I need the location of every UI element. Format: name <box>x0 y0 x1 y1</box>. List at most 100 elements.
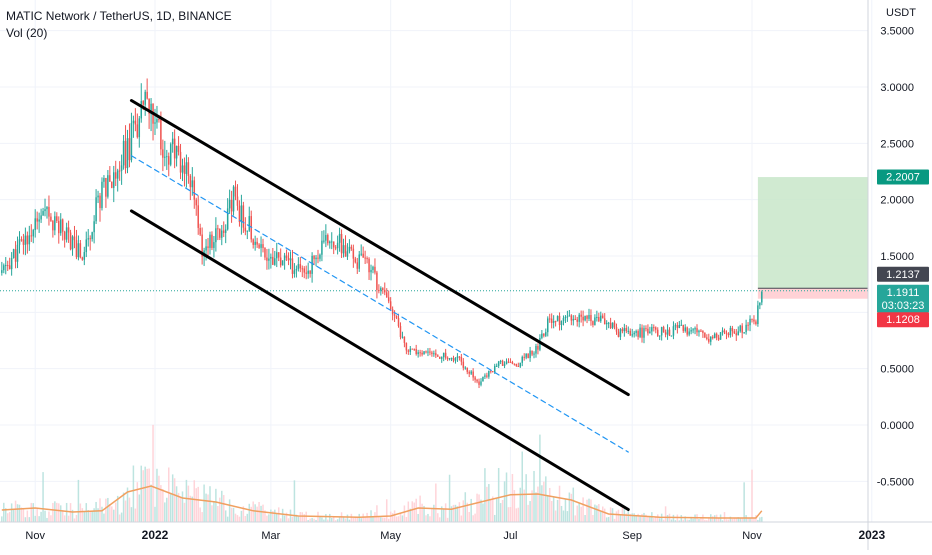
candle-body <box>625 327 628 332</box>
volume-bar <box>548 487 551 522</box>
candle-body <box>362 253 364 258</box>
candle-body <box>358 254 360 269</box>
candle-body <box>93 221 95 233</box>
candle-body <box>468 371 470 374</box>
volume-bar <box>655 516 657 522</box>
volume-bar <box>332 516 335 522</box>
volume-bar <box>505 472 508 522</box>
candle-body <box>5 265 7 267</box>
channel-line-mid[interactable] <box>130 155 629 453</box>
volume-bar <box>539 434 541 522</box>
volume-bar <box>26 510 29 522</box>
trade-position[interactable] <box>0 177 868 299</box>
volume-bar <box>462 500 465 522</box>
volume-bar <box>113 509 115 522</box>
candle-body <box>686 327 688 335</box>
candle-body <box>666 329 669 335</box>
volume-bar <box>109 504 111 522</box>
volume-indicator-label[interactable]: Vol (20) <box>6 26 48 40</box>
candle-body <box>61 219 64 232</box>
candle-body <box>91 232 93 240</box>
volume-bar <box>380 517 382 522</box>
candle-body <box>545 332 547 336</box>
volume-bar <box>478 494 480 522</box>
volume-bar <box>490 499 492 522</box>
volume-bar <box>329 513 331 522</box>
volume-bar <box>1 516 3 522</box>
volume-bar <box>537 486 539 522</box>
volume-bar <box>48 511 50 522</box>
candle-body <box>287 257 290 261</box>
candle-body <box>759 302 761 306</box>
volume-bar <box>226 516 229 522</box>
candle-body <box>58 220 60 234</box>
candle-body <box>562 317 565 321</box>
candle-body <box>50 216 52 221</box>
candle-body <box>660 327 663 336</box>
volume-bar <box>444 503 447 522</box>
volume-bar <box>704 519 706 522</box>
candle-body <box>460 356 463 362</box>
volume-bar <box>613 518 616 522</box>
candle-body <box>651 327 653 332</box>
candle-body <box>154 122 156 124</box>
candle-body <box>582 316 584 321</box>
price-tag-text: 03:03:23 <box>882 300 925 312</box>
volume-bar <box>79 503 82 522</box>
candle-body <box>254 241 256 245</box>
volume-bar <box>495 498 498 522</box>
volume-bar <box>547 495 549 522</box>
volume-bar <box>238 516 241 522</box>
candle-body <box>737 331 740 336</box>
candle-body <box>751 318 753 320</box>
candle-body <box>28 235 31 245</box>
candle-body <box>234 186 237 197</box>
volume-bar <box>323 519 325 522</box>
candle-body <box>87 238 89 240</box>
candle-body <box>753 319 755 322</box>
volume-bar <box>437 513 439 522</box>
volume-bar <box>209 486 211 522</box>
candle-body <box>568 315 571 317</box>
candle-body <box>248 216 251 231</box>
candle-body <box>497 361 500 366</box>
volume-bar <box>602 506 604 522</box>
candle-body <box>75 240 78 258</box>
volume-bar <box>191 496 194 522</box>
candle-body <box>688 331 690 335</box>
candle-body <box>56 216 58 221</box>
volume-bar <box>633 513 635 522</box>
candle-body <box>79 243 82 258</box>
volume-bar <box>89 511 91 522</box>
candle-body <box>476 379 478 382</box>
volume-bar <box>201 512 203 522</box>
volume-bar <box>309 518 311 522</box>
channel-line-upper[interactable] <box>129 99 630 397</box>
candle-body <box>694 328 696 330</box>
volume-bar <box>431 508 433 522</box>
candle-body <box>672 326 675 336</box>
candle-body <box>370 269 372 273</box>
candle-body <box>580 314 582 317</box>
candle-body <box>499 360 502 362</box>
volume-bar <box>607 516 610 522</box>
volume-bar <box>625 513 628 522</box>
drawings[interactable] <box>129 99 630 512</box>
volume-bar <box>717 518 720 522</box>
volume-bar <box>114 502 117 522</box>
candle-body <box>162 149 164 158</box>
candle-body <box>548 318 551 320</box>
candle-body <box>452 357 455 361</box>
volume-bar <box>739 518 741 522</box>
volume-bar <box>662 519 665 522</box>
channel-line-lower[interactable] <box>129 209 630 512</box>
symbol-title[interactable]: MATIC Network / TetherUS, 1D, BINANCE <box>6 9 232 23</box>
volume-bar <box>501 500 504 522</box>
volume-bar <box>105 498 107 522</box>
volume-bar <box>511 473 514 522</box>
candle-body <box>205 246 207 251</box>
candle-body <box>378 289 380 291</box>
candle-body <box>427 351 429 353</box>
